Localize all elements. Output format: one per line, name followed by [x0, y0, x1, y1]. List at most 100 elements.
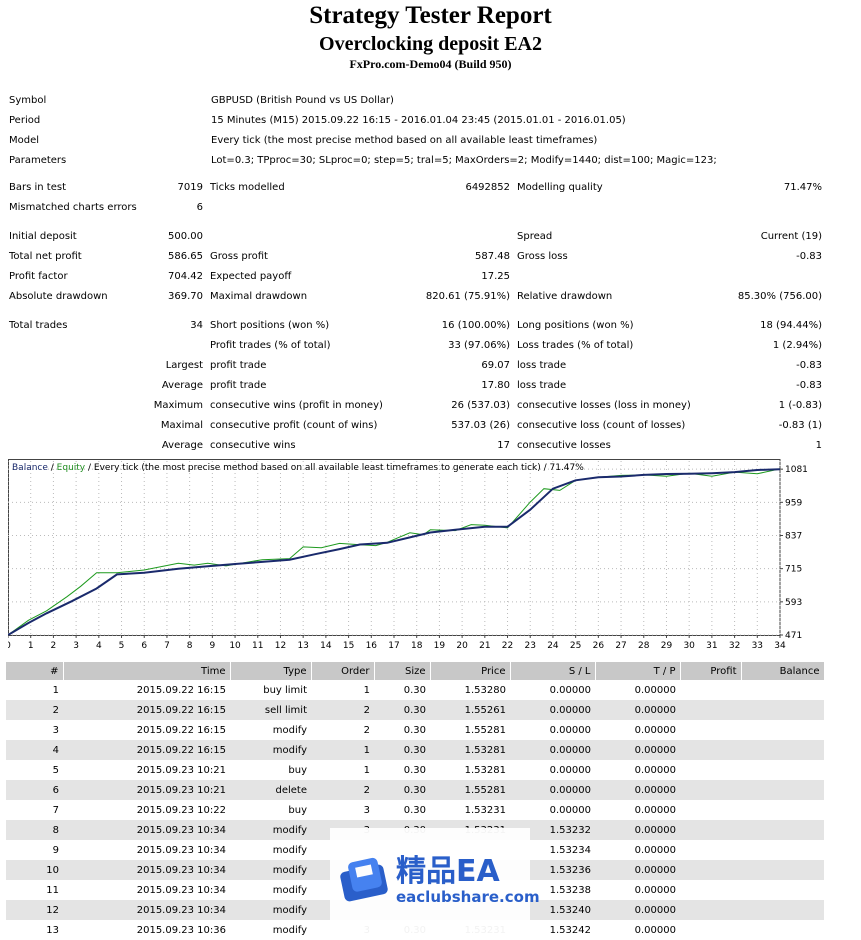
chart-x-tick-label: 16 [366, 641, 378, 651]
legend-separator: / [47, 463, 57, 473]
table-cell: 1.53280 [464, 684, 506, 696]
profit-trades-value: 33 (97.06%) [448, 340, 510, 351]
table-cell: 2015.09.22 16:15 [63, 740, 230, 760]
table-row: 11 2015.09.23 10:34 modify 1.53238 0.00000 [6, 880, 824, 900]
table-cell [741, 740, 824, 760]
average-label: Average [161, 380, 203, 391]
table-cell: 0.00000 [510, 780, 595, 800]
table-cell: 1.53281 [464, 764, 506, 776]
chart-x-tick-label: 34 [774, 641, 786, 651]
profit-factor-value: 704.42 [168, 271, 203, 282]
model-label: Model [9, 135, 40, 146]
max-consecutive-losses-value: 1 (-0.83) [778, 400, 822, 411]
table-cell: 1.53234 [549, 844, 591, 856]
orders-col-header[interactable]: T / P [595, 662, 681, 680]
largest-loss-trade-value: -0.83 [796, 360, 822, 371]
table-cell [680, 780, 741, 800]
table-row: 6 2015.09.23 10:21 delete 2 0.30 1.55281 0.000… [6, 780, 824, 800]
parameters-label: Parameters [9, 155, 67, 166]
chart-x-tick-label: 6 [141, 641, 147, 651]
maximal-drawdown-label: Maximal drawdown [210, 291, 308, 302]
max-consecutive-losses-label: consecutive losses (loss in money) [517, 400, 691, 411]
table-cell [680, 860, 741, 880]
table-row: 3 2015.09.22 16:15 modify 2 0.30 1.55281 0.000… [6, 720, 824, 740]
table-cell: 1.55261 [430, 700, 510, 720]
absolute-drawdown-value: 369.70 [168, 291, 203, 302]
table-row: 9 2015.09.23 10:34 modify 1.53234 0.00000 [6, 840, 824, 860]
chart-x-tick-label: 24 [547, 641, 559, 651]
table-cell: 0.00000 [510, 740, 595, 760]
table-cell: 0.30 [403, 804, 426, 816]
orders-col-header[interactable]: Type [230, 662, 312, 680]
table-cell [680, 800, 741, 820]
chart-y-tick-label: 715 [785, 565, 802, 575]
orders-col-header[interactable]: S / L [510, 662, 596, 680]
modelling-quality-value: 71.47% [783, 182, 822, 193]
chart-x-tick-label: 26 [593, 641, 605, 651]
table-cell [680, 680, 741, 700]
table-row: 5 2015.09.23 10:21 buy 1 0.30 1.53281 0.00000 0… [6, 760, 824, 780]
period-value: 15 Minutes (M15) 2015.09.22 16:15 - 2016… [211, 115, 626, 126]
chart-y-tick-label: 593 [785, 598, 802, 608]
table-cell: 0.30 [374, 780, 430, 800]
table-cell: 1.55281 [464, 724, 506, 736]
chart-legend: Balance / Equity / Every tick (the most … [12, 463, 584, 473]
average-consecutive-wins-label: consecutive wins [210, 440, 296, 451]
chart-x-tick-label: 3 [73, 641, 79, 651]
table-cell: 0.00000 [549, 804, 591, 816]
orders-col-header[interactable]: # [6, 662, 64, 680]
table-cell: 1.53231 [464, 804, 506, 816]
table-cell: 1.53232 [510, 820, 595, 840]
short-positions-label: Short positions (won %) [210, 320, 330, 331]
watermark: 精品EA eaclubshare.com [330, 828, 540, 934]
table-cell: 0.00000 [595, 820, 680, 840]
long-positions-label: Long positions (won %) [517, 320, 634, 331]
chart-x-tick-label: 10 [229, 641, 241, 651]
orders-col-header[interactable]: Profit [680, 662, 742, 680]
chart-y-tick-label: 837 [785, 531, 802, 541]
chart-x-tick-label: 23 [525, 641, 536, 651]
table-cell: 3 [52, 724, 59, 736]
chart-x-tick-label: 30 [683, 641, 695, 651]
orders-col-header[interactable]: Order [311, 662, 375, 680]
maximal-consecutive-loss-label: consecutive loss (count of losses) [517, 420, 686, 431]
chart-x-tick-label: 22 [502, 641, 513, 651]
period-label: Period [9, 115, 41, 126]
average-loss-trade-label: loss trade [517, 380, 567, 391]
orders-col-header[interactable]: Time [63, 662, 231, 680]
table-cell [741, 900, 824, 920]
initial-deposit-label: Initial deposit [9, 231, 77, 242]
initial-deposit-value: 500.00 [168, 231, 203, 242]
table-cell: modify [230, 820, 311, 840]
chart-x-tick-label: 31 [706, 641, 717, 651]
table-cell [741, 840, 824, 860]
table-cell: 2015.09.22 16:15 [136, 724, 226, 736]
total-trades-value: 34 [190, 320, 203, 331]
orders-col-header[interactable]: Price [430, 662, 511, 680]
chart-x-tick-label: 11 [252, 641, 263, 651]
table-cell: 2015.09.23 10:34 [136, 884, 226, 896]
ticks-value: 6492852 [465, 182, 510, 193]
table-cell: 1 [363, 764, 370, 776]
maximal-consecutive-profit-label: consecutive profit (count of wins) [210, 420, 378, 431]
maximal-label: Maximal [160, 420, 203, 431]
table-cell: 12 [6, 900, 63, 920]
table-cell: 2015.09.23 10:34 [63, 820, 230, 840]
table-cell: 0.00000 [595, 860, 680, 880]
symbol-label: Symbol [9, 95, 47, 106]
table-cell [680, 740, 741, 760]
watermark-site: eaclubshare.com [396, 888, 540, 906]
chart-x-tick-label: 28 [638, 641, 650, 651]
table-cell: 2015.09.23 10:34 [63, 900, 230, 920]
watermark-brand: 精品EA [396, 854, 500, 889]
chart-x-tick-label: 21 [479, 641, 490, 651]
table-cell [741, 680, 824, 700]
chart-x-tick-label: 19 [434, 641, 446, 651]
table-cell: 0.00000 [595, 900, 680, 920]
orders-col-header[interactable]: Size [374, 662, 431, 680]
gross-loss-label: Gross loss [517, 251, 568, 262]
orders-col-header[interactable]: Balance [741, 662, 825, 680]
parameters-value: Lot=0.3; TPproc=30; SLproc=0; step=5; tr… [211, 155, 717, 166]
table-cell [741, 880, 824, 900]
